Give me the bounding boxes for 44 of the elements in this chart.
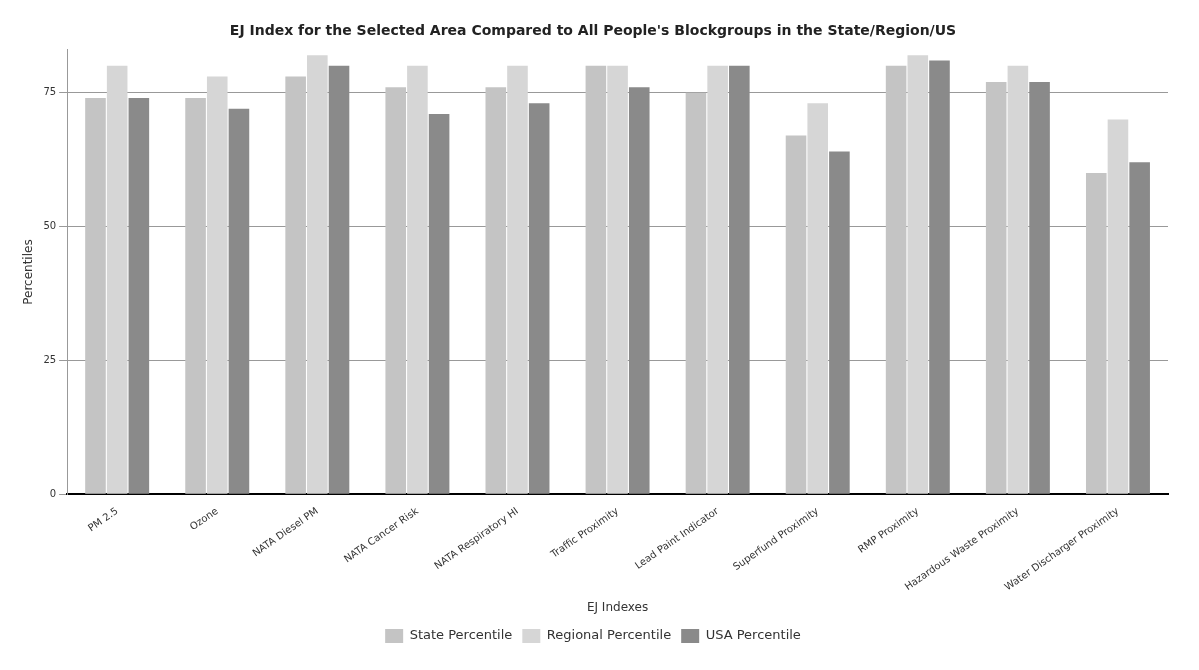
bar xyxy=(729,65,750,494)
legend-label: State Percentile xyxy=(409,627,513,643)
bar xyxy=(685,92,707,494)
bar xyxy=(585,65,607,494)
bar xyxy=(707,65,728,494)
bar xyxy=(1107,119,1129,494)
bar xyxy=(507,65,528,494)
bar xyxy=(1007,65,1029,494)
bar xyxy=(85,98,106,494)
bar xyxy=(1085,172,1107,494)
bar xyxy=(206,76,228,494)
bar xyxy=(1129,162,1150,494)
bar xyxy=(485,87,507,494)
y-tick-label: 50 xyxy=(43,220,57,232)
bar xyxy=(807,103,829,494)
bar xyxy=(185,98,206,494)
bar xyxy=(128,98,150,494)
bar xyxy=(385,87,407,494)
bar xyxy=(985,81,1007,494)
y-axis-title: Percentiles xyxy=(21,239,36,305)
bar xyxy=(929,60,950,494)
y-tick-label: 0 xyxy=(49,487,57,499)
y-tick-label: 25 xyxy=(43,354,57,366)
x-axis-title: EJ Indexes xyxy=(586,599,649,614)
bar xyxy=(106,65,128,494)
legend-label: USA Percentile xyxy=(705,627,801,643)
bar xyxy=(407,65,428,494)
bar xyxy=(307,55,328,494)
x-tick-label: PM 2.5 xyxy=(85,505,120,534)
legend-label: Regional Percentile xyxy=(546,627,672,643)
bar xyxy=(528,103,550,494)
bar xyxy=(607,65,628,494)
bar xyxy=(1029,81,1050,494)
bar xyxy=(829,151,850,494)
bar xyxy=(228,108,250,494)
bar xyxy=(785,135,807,494)
bar xyxy=(285,76,306,494)
bar xyxy=(628,87,650,494)
chart-title: EJ Index for the Selected Area Compared to All People's Blockgroups in the State/Region/US xyxy=(229,22,957,39)
y-tick-label: 75 xyxy=(43,86,57,98)
bar xyxy=(428,114,450,494)
bar xyxy=(328,65,350,494)
bar xyxy=(907,55,929,494)
bar xyxy=(885,65,907,494)
